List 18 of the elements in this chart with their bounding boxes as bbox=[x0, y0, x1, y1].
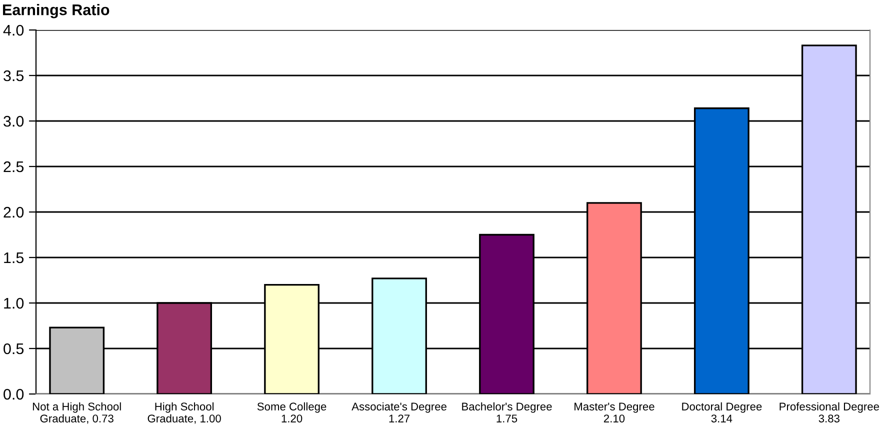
x-tick-label: Professional Degree 3.83 bbox=[780, 402, 880, 422]
y-tick-label: 4.0 bbox=[3, 24, 24, 36]
y-tick-label: 3.5 bbox=[4, 70, 24, 82]
y-tick-label: 1.5 bbox=[4, 252, 24, 264]
x-tick-label: Not a High School Graduate, 0.73 bbox=[32, 402, 121, 424]
y-tick-label: 3.0 bbox=[4, 116, 24, 127]
y-tick-label: 2.0 bbox=[4, 206, 24, 218]
x-tick-label: Some College 1.20 bbox=[257, 402, 326, 422]
y-tick-label: 0.0 bbox=[4, 388, 24, 400]
x-tick-label: Bachelor's Degree 1.75 bbox=[462, 402, 552, 422]
chart-title: Earnings Ratio bbox=[3, 4, 110, 18]
x-tick-label: Associate's Degree 1.27 bbox=[352, 402, 446, 422]
x-tick-label: High School Graduate, 1.00 bbox=[148, 402, 221, 424]
y-tick-label: 1.0 bbox=[4, 298, 24, 309]
y-tick-label: 0.5 bbox=[4, 343, 24, 354]
x-tick-label: Doctoral Degree 3.14 bbox=[682, 402, 762, 422]
y-tick-label: 2.5 bbox=[4, 161, 24, 172]
x-tick-label: Master's Degree 2.10 bbox=[574, 402, 654, 422]
